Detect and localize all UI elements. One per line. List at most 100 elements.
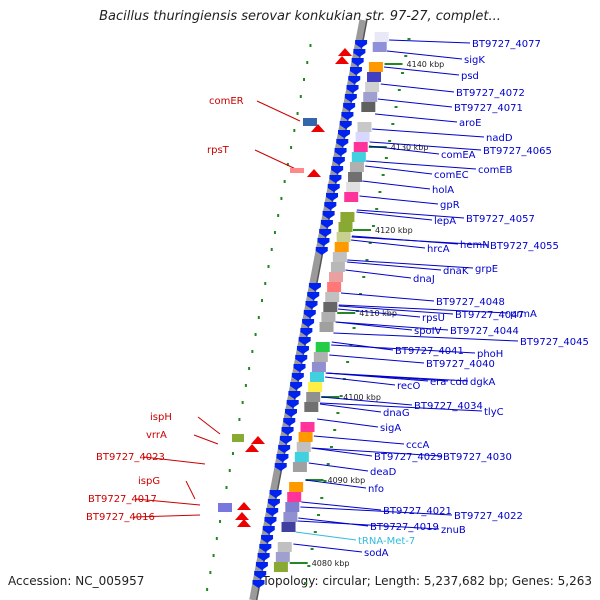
gene-leader-line (185, 480, 196, 500)
scale-tick (231, 452, 234, 455)
gene-leader-line (389, 39, 471, 44)
feature-block (338, 222, 353, 232)
reverse-gene-arrow (286, 400, 299, 408)
reverse-gene-arrow (264, 517, 277, 525)
gene-label: cdd (450, 377, 468, 388)
feature-block (361, 102, 376, 112)
reverse-gene-arrow (317, 238, 330, 246)
kbp-label: 4140 kbp (407, 60, 445, 69)
reverse-strand-genes (252, 40, 368, 588)
reverse-gene-arrow (266, 508, 279, 516)
feature-block (359, 112, 374, 122)
feature-block (353, 142, 368, 152)
scale-tick (215, 537, 218, 540)
gene-label: BT9727_4030 (443, 452, 512, 463)
gene-leader-line (347, 259, 474, 269)
reverse-gene-arrow (254, 571, 267, 579)
feature-block (368, 62, 383, 72)
reverse-gene-arrow (346, 85, 359, 93)
reverse-gene-arrow (336, 139, 349, 147)
gene-label: BT9727_4040 (426, 359, 495, 370)
gene-leader-line (345, 269, 412, 279)
reverse-gene-arrow (355, 40, 368, 48)
gene-label: hemN (460, 240, 490, 251)
gene-label: comEA (441, 150, 476, 161)
gene-leader-line (311, 447, 373, 457)
reverse-gene-arrow (326, 193, 339, 201)
gene-label: dnaG (383, 408, 410, 419)
scale-tick (244, 384, 247, 387)
feature-block (357, 122, 372, 132)
feature-block (289, 482, 304, 492)
gene-leader-line (365, 165, 433, 175)
gene-label: BT9727_4016 (86, 512, 155, 523)
gene-leader-line (368, 145, 440, 155)
gene-leader-line (135, 498, 201, 506)
feature-block (294, 452, 309, 462)
feature-block (329, 272, 344, 282)
scale-tick (299, 95, 302, 98)
reverse-gene-arrow (269, 490, 282, 498)
feature-block (306, 392, 321, 402)
gene-label: BT9727_4022 (454, 511, 523, 522)
reverse-gene-arrow (348, 76, 361, 84)
reverse-gene-arrow (319, 229, 332, 237)
right-gene-labels: BT9727_4077 sigK psd BT9727_4072 BT9727_4071… (293, 39, 589, 559)
scale-tick (303, 78, 306, 81)
scale-tick (336, 412, 340, 414)
reverse-gene-arrow (279, 436, 292, 444)
gene-block (218, 503, 232, 512)
feature-block (370, 52, 385, 62)
feature-block (317, 332, 332, 342)
gene-leader-line (369, 141, 482, 151)
reverse-gene-arrow (278, 445, 291, 453)
forward-gene-arrow (245, 444, 259, 452)
gene-leader-line (340, 292, 435, 302)
gene-label: BT9727_4055 (490, 241, 559, 252)
scale-tick (261, 299, 264, 302)
feature-block (279, 532, 294, 542)
reverse-gene-arrow (307, 292, 320, 300)
accession-label: Accession: NC_005957 (8, 574, 145, 588)
gene-label: ispH (150, 412, 172, 423)
forward-gene-arrow (307, 169, 321, 177)
feature-block (292, 462, 307, 472)
feature-block (330, 262, 345, 272)
scale-tick (219, 520, 222, 523)
scale-tick (329, 446, 333, 448)
reverse-gene-arrow (262, 526, 275, 534)
scale-tick (228, 469, 231, 472)
gene-label: holA (432, 185, 454, 196)
forward-gene-arrow (311, 124, 325, 132)
scale-tick (346, 361, 350, 363)
scale-tick (339, 395, 343, 397)
gene-leader-line (301, 501, 382, 511)
feature-block (287, 492, 302, 502)
reverse-gene-arrow (334, 148, 347, 156)
gene-leader-line (372, 128, 485, 138)
gene-leader-line (325, 376, 396, 386)
reverse-gene-arrow (290, 382, 303, 390)
scale-tick (296, 112, 299, 115)
genome-title: Bacillus thuringiensis serovar konkukian… (99, 9, 501, 24)
gene-leader-line (351, 239, 426, 249)
gene-label: rpsU (422, 313, 445, 324)
reverse-gene-arrow (293, 364, 306, 372)
feature-block (277, 542, 292, 552)
feature-block (348, 172, 363, 182)
reverse-gene-arrow (353, 49, 366, 57)
gene-label: BT9727_4021 (383, 506, 452, 517)
reverse-gene-arrow (298, 337, 311, 345)
gene-label: lepA (434, 216, 456, 227)
left-gene-labels: comER rpsT ispH vrrA BT9727_4023 ispG BT9727_4… (86, 96, 301, 523)
reverse-gene-arrow (349, 67, 362, 75)
scale-tick (273, 231, 276, 234)
scale-tick (251, 350, 254, 353)
topology-label: Topology: circular; Length: 5,237,682 bp… (262, 574, 592, 588)
gene-label: era (430, 377, 446, 388)
gene-block (290, 168, 304, 173)
feature-block (367, 72, 382, 82)
reverse-gene-arrow (300, 328, 313, 336)
gene-leader-line (311, 447, 442, 457)
gene-label: znuB (441, 525, 466, 536)
